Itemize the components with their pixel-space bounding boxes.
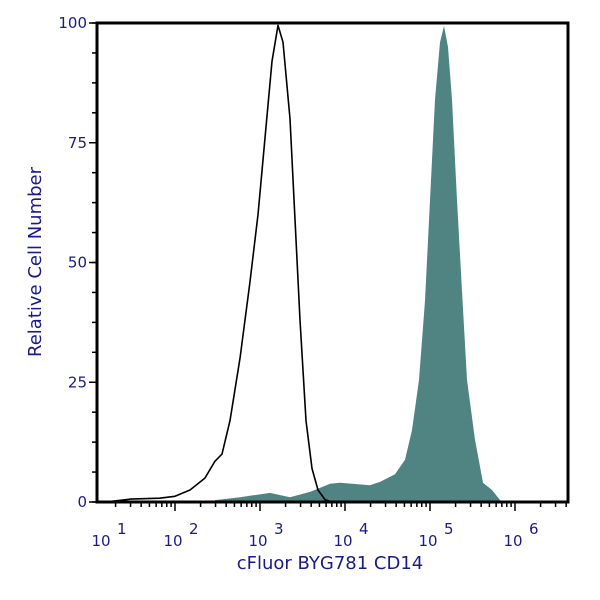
y-tick-label: 50 [68,254,87,272]
y-tick-label: 100 [58,14,87,32]
axes-layer: 0 25 50 75 100 10 1 10 2 10 3 10 4 10 5 10 6 [58,14,570,550]
stained-histogram-fill [214,25,505,503]
x-axis-title: cFluor BYG781 CD14 [237,553,424,574]
x-tick-exponent: 4 [359,520,369,538]
x-tick-label: 10 [248,532,267,550]
x-tick-exponent: 2 [189,520,199,538]
plot-frame [95,21,570,504]
x-tick-exponent: 1 [117,520,127,538]
x-tick-label: 10 [503,532,522,550]
x-tick-label: 10 [418,532,437,550]
control-histogram-line [104,24,333,503]
x-tick-exponent: 6 [529,520,539,538]
y-tick-label: 25 [68,373,87,391]
x-tick-exponent: 5 [444,520,454,538]
x-tick-label: 10 [91,532,110,550]
series-layer [104,24,505,503]
y-axis-title: Relative Cell Number [25,166,46,357]
x-tick-label: 10 [163,532,182,550]
y-tick-label: 0 [77,493,87,511]
y-tick-label: 75 [68,134,87,152]
x-tick-exponent: 3 [274,520,284,538]
x-tick-label: 10 [333,532,352,550]
